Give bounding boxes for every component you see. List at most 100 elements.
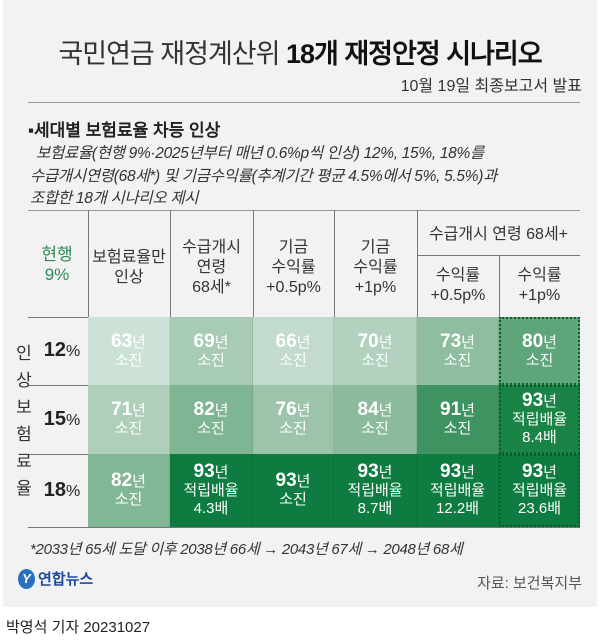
depletion-year: 70년 (358, 332, 393, 352)
cell-status: 소진 (197, 420, 225, 437)
scenario-cell: 82년 소진 (88, 454, 170, 527)
year-unit: 년 (543, 464, 557, 481)
row-label: 12% (40, 339, 84, 362)
year-unit: 년 (132, 473, 146, 490)
scenario-cell: 80년 소진 (499, 317, 580, 385)
row-label-unit: % (66, 482, 81, 500)
cell-status: 적립배율 (183, 482, 239, 499)
scenario-cell: 82년 소진 (170, 385, 253, 454)
depletion-year: 84년 (357, 399, 393, 420)
reserve-ratio: 8.4배 (522, 429, 557, 446)
subtitle: 10월 19일 최종보고서 발표 (400, 78, 582, 95)
row-label-value: 12 (43, 339, 66, 361)
year-unit: 년 (543, 393, 557, 410)
cell-status: 소진 (361, 351, 389, 369)
description-line: 수급개시연령(68세*) 및 기금수익률(추계기간 평균 4.5%에서 5%, … (30, 168, 498, 185)
year-value: 93 (357, 461, 379, 482)
year-value: 84 (357, 399, 379, 420)
reserve-ratio: 23.6배 (518, 500, 561, 517)
reserve-ratio: 8.7배 (357, 500, 393, 517)
depletion-year: 93년 (522, 390, 557, 411)
scenario-cell: 70년 소진 (334, 317, 417, 385)
year-value: 93 (193, 461, 215, 482)
cell-status: 적립배율 (429, 482, 486, 499)
year-value: 69 (193, 330, 215, 352)
column-header: 수급개시 연령 68세* (182, 238, 241, 296)
year-unit: 년 (214, 464, 229, 481)
scenario-cell: 93년 적립배율 8.7배 (334, 454, 417, 527)
divider (170, 210, 171, 317)
depletion-year: 93년 (193, 461, 229, 482)
scenario-cell: 93년 적립배율 4.3배 (170, 454, 253, 527)
year-value: 80 (522, 330, 544, 352)
cell-status: 소진 (197, 351, 225, 369)
scenario-cell: 66년 소진 (253, 317, 334, 385)
year-value: 63 (111, 330, 133, 352)
year-value: 71 (111, 399, 133, 420)
year-value: 91 (440, 399, 462, 420)
cell-status: 소진 (525, 351, 554, 369)
cell-status: 적립배율 (347, 482, 403, 499)
vertical-axis-label: 인상보험료율 (16, 344, 32, 498)
year-unit: 년 (378, 464, 393, 481)
depletion-year: 93년 (357, 461, 393, 482)
year-unit: 년 (132, 333, 146, 351)
current-rate-label: 현행 9% (41, 245, 73, 284)
cell-status: 소진 (114, 491, 143, 508)
year-unit: 년 (214, 402, 229, 419)
year-value: 76 (275, 399, 297, 420)
year-unit: 년 (296, 333, 311, 351)
divider (253, 210, 254, 317)
year-unit: 년 (378, 402, 393, 419)
cell-status: 소진 (114, 351, 143, 369)
divider (417, 210, 418, 255)
depletion-year: 80년 (522, 330, 557, 352)
divider (417, 210, 418, 317)
depletion-year: 82년 (193, 399, 229, 420)
scenario-cell: 91년 소진 (417, 385, 499, 454)
divider (28, 385, 88, 386)
depletion-year: 93년 (440, 462, 475, 482)
depletion-year: 82년 (111, 471, 146, 491)
page-title: 국민연금 재정계산위 18개 재정안정 시나리오 (58, 39, 542, 69)
column-header: 수익률 +0.5p% (430, 267, 486, 304)
depletion-year: 63년 (111, 330, 146, 352)
scenario-cell: 63년 소진 (88, 317, 170, 385)
year-unit: 년 (378, 333, 393, 351)
year-unit: 년 (296, 402, 311, 419)
year-value: 93 (275, 470, 297, 491)
description-line: 조합한 18개 시나리오 제시 (30, 190, 199, 207)
year-value: 93 (522, 461, 544, 482)
logo: Y 연합뉴스 (18, 568, 93, 589)
section-heading: ▪세대별 보험료율 차등 인상 (28, 121, 221, 140)
divider (28, 210, 580, 211)
year-unit: 년 (461, 464, 475, 481)
row-label-unit: % (66, 411, 81, 429)
divider (417, 255, 580, 256)
logo-text: 연합뉴스 (38, 571, 94, 588)
depletion-year: 76년 (275, 399, 311, 420)
depletion-year: 73년 (440, 332, 475, 352)
logo-icon: Y (18, 568, 35, 589)
scenario-cell: 73년 소진 (417, 317, 499, 385)
cell-status: 소진 (279, 420, 307, 437)
divider (28, 454, 88, 455)
depletion-year: 66년 (276, 332, 311, 352)
cell-status: 소진 (279, 351, 307, 369)
cell-status: 적립배율 (511, 482, 568, 499)
year-value: 93 (522, 390, 544, 411)
year-unit: 년 (296, 473, 311, 490)
column-header: 수익률 +1p% (517, 267, 562, 304)
scenario-cell: 84년 소진 (334, 385, 417, 454)
column-header: 기금 수익률 +1p% (353, 238, 398, 296)
cell-status: 소진 (114, 420, 143, 437)
depletion-year: 93년 (522, 461, 557, 482)
column-header: 보험료율만 인상 (92, 248, 166, 286)
divider (334, 210, 335, 317)
year-value: 82 (193, 399, 215, 420)
row-label-value: 15 (43, 407, 66, 430)
scenario-cell: 76년 소진 (253, 385, 334, 454)
cell-status: 소진 (443, 351, 472, 369)
depletion-year: 69년 (193, 330, 229, 352)
scenario-cell: 69년 소진 (170, 317, 253, 385)
